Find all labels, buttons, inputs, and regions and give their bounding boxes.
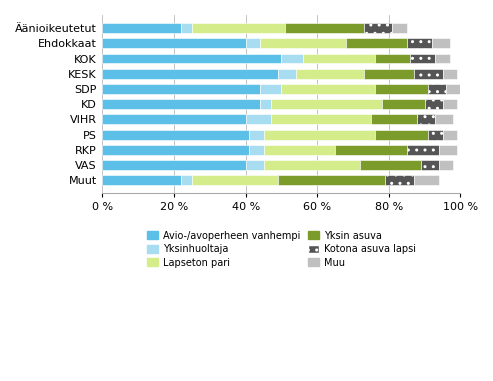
Bar — [260, 99, 271, 109]
Bar — [278, 175, 385, 185]
Bar — [278, 69, 296, 79]
Bar — [181, 175, 192, 185]
Bar — [410, 54, 435, 64]
Bar — [246, 114, 271, 124]
Bar — [264, 145, 335, 155]
Bar — [371, 114, 418, 124]
Bar — [364, 69, 414, 79]
Bar — [296, 69, 364, 79]
Bar — [192, 23, 285, 33]
Bar — [375, 130, 428, 139]
Bar — [285, 23, 364, 33]
Bar — [443, 69, 457, 79]
Bar — [249, 145, 264, 155]
Bar — [246, 160, 264, 170]
Bar — [428, 84, 446, 94]
Bar — [407, 38, 432, 48]
Bar — [407, 145, 439, 155]
Bar — [103, 175, 181, 185]
Bar — [432, 38, 450, 48]
Bar — [282, 84, 375, 94]
Bar — [435, 54, 450, 64]
Bar — [103, 145, 249, 155]
Legend: Avio-/avoperheen vanhempi, Yksinhuoltaja, Lapseton pari, Yksin asuva, Kotona asu: Avio-/avoperheen vanhempi, Yksinhuoltaja… — [143, 227, 420, 271]
Bar — [435, 114, 453, 124]
Bar — [103, 130, 249, 139]
Bar — [346, 38, 407, 48]
Bar — [103, 84, 260, 94]
Bar — [264, 160, 360, 170]
Bar — [364, 23, 392, 33]
Bar — [446, 84, 460, 94]
Bar — [249, 130, 264, 139]
Bar — [375, 84, 428, 94]
Bar — [303, 54, 375, 64]
Bar — [392, 23, 407, 33]
Bar — [418, 114, 435, 124]
Bar — [103, 99, 260, 109]
Bar — [439, 160, 453, 170]
Bar — [271, 99, 382, 109]
Bar — [103, 54, 282, 64]
Bar — [103, 160, 246, 170]
Bar — [428, 130, 443, 139]
Bar — [264, 130, 375, 139]
Bar — [282, 54, 303, 64]
Bar — [181, 23, 192, 33]
Bar — [443, 130, 457, 139]
Bar — [103, 114, 246, 124]
Bar — [260, 38, 346, 48]
Bar — [103, 23, 181, 33]
Bar — [335, 145, 407, 155]
Bar — [414, 175, 439, 185]
Bar — [360, 160, 421, 170]
Bar — [246, 38, 260, 48]
Bar — [385, 175, 414, 185]
Bar — [414, 69, 443, 79]
Bar — [192, 175, 278, 185]
Bar — [443, 99, 457, 109]
Bar — [421, 160, 439, 170]
Bar — [375, 54, 410, 64]
Bar — [103, 69, 278, 79]
Bar — [382, 99, 424, 109]
Bar — [271, 114, 371, 124]
Bar — [103, 38, 246, 48]
Bar — [439, 145, 457, 155]
Bar — [424, 99, 443, 109]
Bar — [260, 84, 282, 94]
